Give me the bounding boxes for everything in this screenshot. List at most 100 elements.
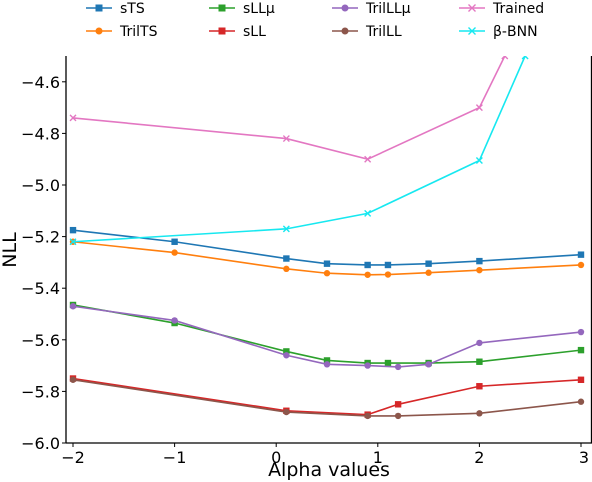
x-tick-label: −1: [163, 448, 187, 467]
series-sts: [69, 226, 585, 269]
data-point: [69, 226, 77, 234]
legend-marker: [468, 27, 476, 35]
data-point: [69, 376, 77, 383]
x-tick-label: 1: [373, 448, 383, 467]
data-point: [577, 261, 585, 269]
data-point: [425, 361, 432, 368]
y-tick-label: −5.8: [21, 382, 60, 401]
data-point: [577, 398, 585, 405]
data-point: [394, 363, 402, 371]
legend-marker: [341, 4, 349, 12]
data-point: [364, 209, 372, 217]
data-point: [69, 114, 77, 122]
data-point: [384, 261, 392, 269]
series-line: [72, 229, 582, 266]
legend-item: TrilTS: [86, 24, 158, 40]
legend-marker: [218, 27, 226, 35]
y-tick-label: −4.8: [21, 124, 60, 143]
data-point: [476, 266, 483, 274]
series-sll-: [69, 301, 585, 367]
legend-label: sTS: [120, 1, 145, 17]
legend-label: sLL: [243, 24, 266, 40]
data-point: [171, 317, 178, 324]
data-point: [283, 348, 290, 355]
legend-label: TrilLLμ: [365, 1, 411, 17]
legend-item: sLL: [209, 24, 266, 40]
y-tick-label: −5.6: [21, 331, 60, 350]
axes: −6.0 −5.8 −5.6 −5.4 −5.2 −5.0 −4.8 −4.6 −2 −1 0 1 2 3: [21, 56, 592, 467]
data-point: [577, 251, 585, 258]
data-point: [283, 255, 290, 262]
series-line: [72, 378, 582, 417]
data-point: [283, 265, 290, 273]
data-point: [476, 358, 483, 365]
series-trained: [69, 56, 509, 163]
data-point: [577, 376, 585, 383]
series-line: [72, 56, 526, 243]
data-point: [475, 156, 483, 164]
x-tick-label: −2: [61, 448, 85, 467]
data-point: [521, 56, 529, 60]
series-trilll: [69, 376, 585, 420]
legend-marker: [95, 27, 103, 35]
data-point: [577, 346, 585, 354]
series-line: [72, 377, 582, 416]
data-point: [394, 412, 402, 420]
series-line: [72, 56, 506, 161]
data-point: [282, 135, 290, 143]
x-tick-label: 0: [271, 448, 281, 467]
legend-marker: [95, 4, 103, 12]
series--bnn: [69, 56, 529, 246]
data-point: [323, 357, 331, 364]
data-point: [323, 361, 331, 368]
data-point: [476, 383, 483, 390]
legend-item: sTS: [86, 1, 145, 17]
data-point: [364, 412, 371, 420]
legend-marker: [218, 4, 226, 12]
data-point: [283, 408, 290, 416]
legend-item: Trained: [459, 1, 544, 17]
data-point: [171, 249, 178, 256]
y-tick-label: −5.0: [21, 176, 60, 195]
y-tick-label: −5.4: [21, 279, 60, 298]
data-point: [69, 238, 77, 246]
data-point: [476, 339, 483, 347]
legend-marker: [341, 27, 349, 35]
legend-item: TrilLLμ: [332, 1, 411, 17]
x-axis-label: Alpha values: [268, 459, 390, 481]
legend-item: sLLμ: [209, 1, 275, 17]
data-point: [577, 328, 585, 336]
data-point: [171, 238, 178, 245]
series-line: [72, 304, 582, 364]
data-point: [283, 352, 290, 359]
data-point: [364, 155, 372, 163]
data-point: [364, 271, 371, 278]
legend: sTS TrilTS sLLμ sLL TrilLLμ TrilLL Trained β-BN…: [86, 1, 544, 40]
y-tick-label: −4.6: [21, 73, 60, 92]
data-point: [282, 225, 290, 233]
data-point: [475, 104, 483, 112]
x-tick-label: 3: [579, 448, 589, 467]
data-point: [384, 271, 392, 278]
legend-label: sLLμ: [243, 1, 275, 17]
data-point: [384, 359, 392, 367]
series-trilts: [69, 238, 585, 278]
series-sll: [69, 375, 585, 418]
y-axis-label: NLL: [0, 232, 21, 268]
legend-item: β-BNN: [459, 24, 538, 40]
legend-label: Trained: [492, 1, 544, 17]
data-point: [425, 260, 432, 267]
data-point: [476, 257, 483, 265]
plot-area: [69, 56, 585, 420]
y-tick-label: −5.2: [21, 228, 60, 247]
data-point: [394, 401, 402, 408]
x-tick-label: 2: [474, 448, 484, 467]
data-point: [323, 270, 331, 277]
legend-label: TrilLL: [365, 24, 402, 40]
data-point: [476, 410, 483, 417]
data-point: [323, 260, 331, 267]
legend-label: TrilTS: [119, 24, 158, 40]
data-point: [364, 362, 371, 369]
series-line: [72, 240, 582, 276]
